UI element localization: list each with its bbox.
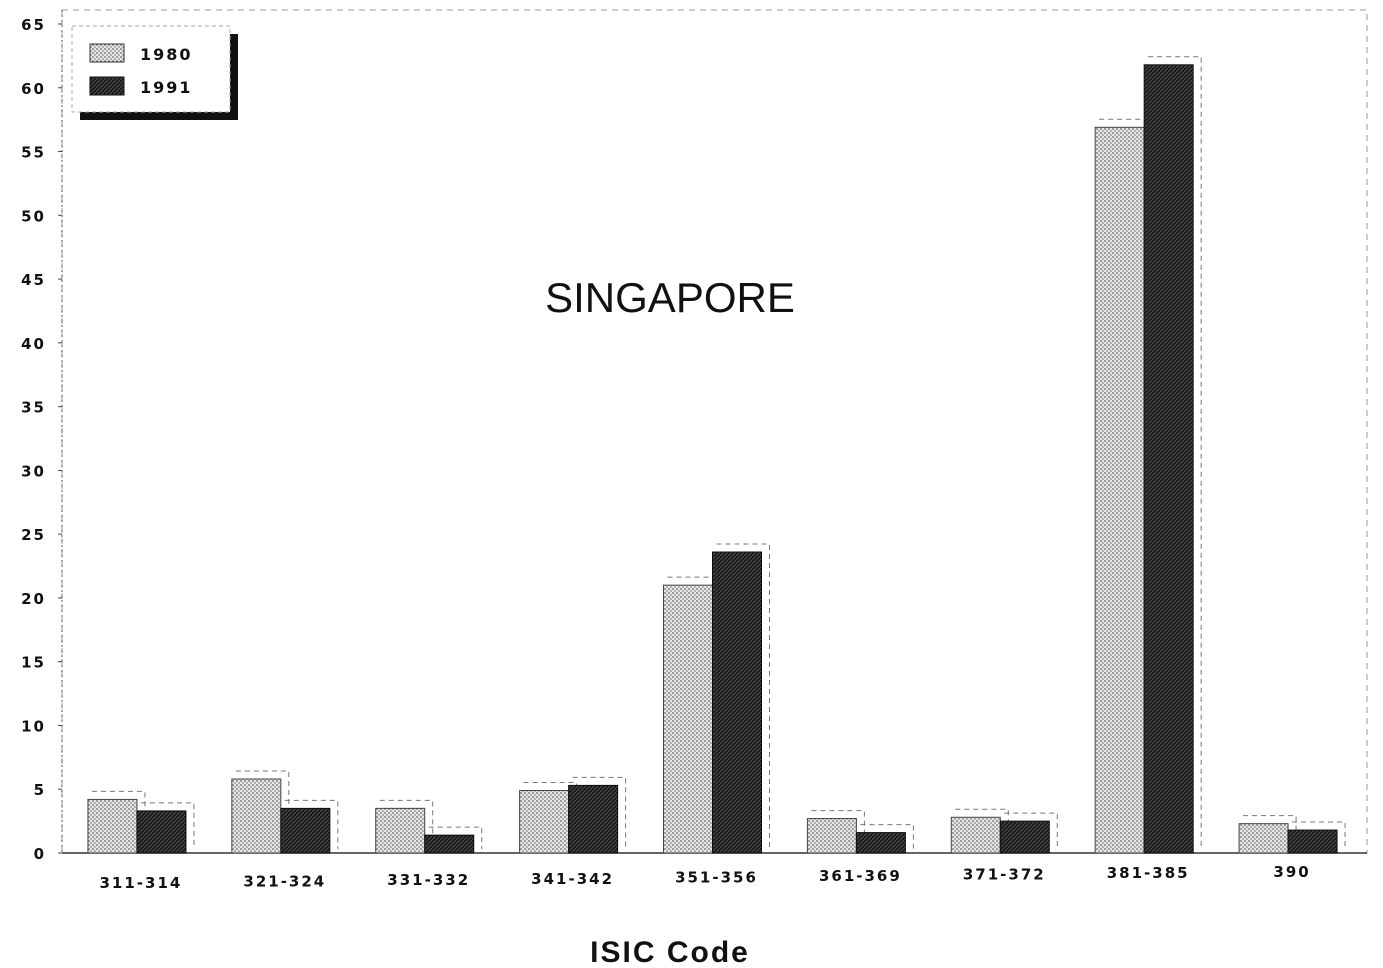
legend-label-1980: 1980	[140, 45, 193, 64]
bar-1991-381-385	[1143, 64, 1194, 854]
y-tick-label: 15	[21, 654, 46, 672]
x-tick-label: 311-314	[100, 874, 183, 892]
bar-1991-341-342	[568, 784, 619, 854]
x-tick-label: 341-342	[531, 870, 614, 888]
legend-label-1991: 1991	[140, 78, 193, 97]
bar-1980-331-332	[375, 807, 426, 854]
bar-shadow	[140, 802, 195, 849]
y-tick-label: 55	[21, 144, 46, 162]
bar-1991-371-372	[999, 820, 1050, 854]
legend-swatch-1980	[89, 43, 125, 63]
bar-1991-351-356	[712, 551, 762, 854]
y-tick-label: 65	[21, 16, 46, 34]
bar-shadow	[1004, 812, 1058, 849]
chart-title: SINGAPORE	[545, 274, 795, 321]
bars	[87, 56, 1346, 854]
y-axis-ticks: 0 5 10 15 20 25 30 35 40 45 50 55 60 65	[21, 16, 62, 863]
bar-shadow	[284, 799, 339, 849]
bar-shadow	[572, 776, 627, 849]
x-tick-label: 381-385	[1107, 864, 1190, 882]
bar-1980-341-342	[519, 790, 570, 854]
y-tick-label: 5	[34, 781, 46, 799]
x-tick-label: 361-369	[819, 867, 902, 885]
y-tick-label: 30	[21, 462, 46, 480]
x-axis-ticks: 311-314 321-324 331-332 341-342 351-356 361-3…	[100, 863, 1310, 892]
bar-1980-371-372	[950, 816, 1001, 854]
bar-1991-331-332	[424, 834, 475, 854]
bar-1980-321-324	[231, 778, 282, 854]
x-axis-label: ISIC Code	[590, 936, 750, 968]
bar-shadow	[716, 543, 770, 849]
x-tick-label: 390	[1273, 863, 1310, 881]
x-tick-label: 351-356	[675, 868, 758, 886]
legend-box	[71, 25, 231, 113]
y-tick-label: 20	[21, 590, 46, 608]
y-tick-label: 0	[34, 845, 46, 863]
bar-1991-321-324	[280, 807, 331, 854]
y-tick-label: 45	[21, 271, 46, 289]
bar-1980-351-356	[663, 584, 713, 854]
x-tick-label: 321-324	[243, 873, 326, 891]
bar-1980-390	[1238, 823, 1289, 854]
y-tick-label: 50	[21, 207, 46, 225]
bar-1991-390	[1287, 829, 1338, 854]
x-tick-label: 371-372	[963, 866, 1046, 884]
y-tick-label: 25	[21, 526, 46, 544]
y-tick-label: 35	[21, 399, 46, 417]
bar-1980-361-369	[806, 818, 857, 854]
bar-1991-311-314	[136, 810, 187, 854]
y-tick-label: 60	[21, 80, 46, 98]
bar-shadow	[428, 826, 483, 849]
legend: 1980 1991	[71, 25, 238, 120]
bar-1991-361-369	[855, 832, 906, 854]
y-tick-label: 10	[21, 717, 46, 735]
bar-1980-311-314	[87, 798, 138, 854]
bar-shadow	[379, 799, 434, 849]
x-tick-label: 331-332	[387, 871, 470, 889]
y-tick-label: 40	[21, 335, 46, 353]
bar-1980-381-385	[1094, 126, 1145, 854]
legend-swatch-1991	[89, 76, 125, 96]
